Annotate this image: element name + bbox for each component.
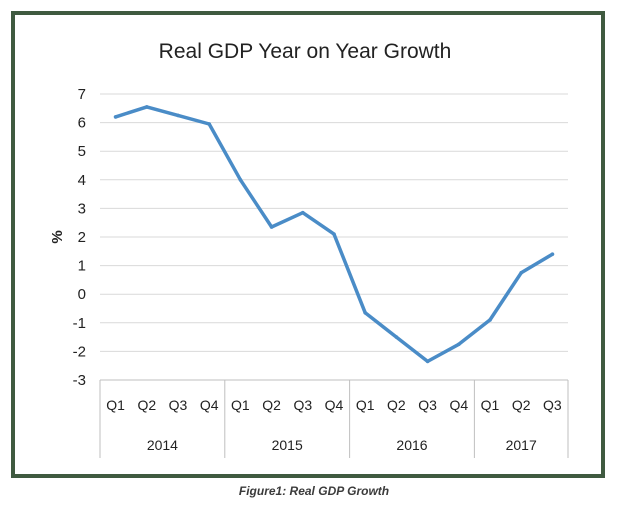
data-point (301, 210, 305, 215)
data-point (113, 115, 118, 119)
data-point (457, 342, 461, 347)
data-point (176, 113, 180, 118)
year-label: 2014 (147, 437, 178, 453)
y-tick-label: 6 (78, 115, 86, 132)
chart-frame (11, 11, 605, 478)
data-point (145, 105, 149, 109)
x-tick-label: Q2 (137, 397, 156, 413)
x-tick-label: Q1 (106, 397, 125, 413)
x-tick-label: Q3 (169, 397, 188, 413)
y-tick-label: 0 (78, 286, 86, 303)
year-label: 2015 (272, 437, 303, 453)
x-tick-label: Q2 (387, 397, 406, 413)
x-tick-label: Q4 (449, 397, 468, 413)
x-tick-label: Q1 (356, 397, 375, 413)
chart-title: Real GDP Year on Year Growth (159, 40, 452, 63)
y-tick-label: 4 (78, 172, 86, 189)
x-tick-label: Q3 (293, 397, 312, 413)
y-tick-label: -2 (73, 343, 86, 360)
x-tick-label: Q4 (200, 397, 219, 413)
data-point (488, 318, 492, 322)
year-label: 2017 (506, 437, 537, 453)
y-tick-label: 5 (78, 143, 86, 160)
y-axis-label: % (49, 230, 66, 243)
data-point (207, 122, 211, 126)
x-tick-label: Q1 (481, 397, 500, 413)
y-tick-label: 3 (78, 200, 86, 217)
data-point (550, 252, 555, 256)
data-point (363, 310, 368, 315)
data-point (332, 232, 336, 236)
x-tick-label: Q1 (231, 397, 250, 413)
figure-caption: Figure1: Real GDP Growth (238, 484, 390, 498)
data-point (425, 359, 430, 364)
data-point (394, 335, 399, 339)
year-label: 2016 (396, 437, 427, 453)
y-tick-label: -3 (73, 372, 86, 389)
x-tick-label: Q3 (543, 397, 562, 413)
x-tick-label: Q4 (325, 397, 344, 413)
x-tick-label: Q3 (418, 397, 437, 413)
data-point (238, 178, 243, 182)
x-tick-label: Q2 (262, 397, 281, 413)
data-point (269, 225, 274, 229)
y-tick-label: -1 (73, 315, 86, 332)
x-tick-label: Q2 (512, 397, 531, 413)
y-tick-label: 2 (78, 229, 86, 246)
y-tick-label: 1 (78, 258, 86, 275)
y-tick-label: 7 (78, 86, 86, 103)
data-point (519, 270, 523, 275)
